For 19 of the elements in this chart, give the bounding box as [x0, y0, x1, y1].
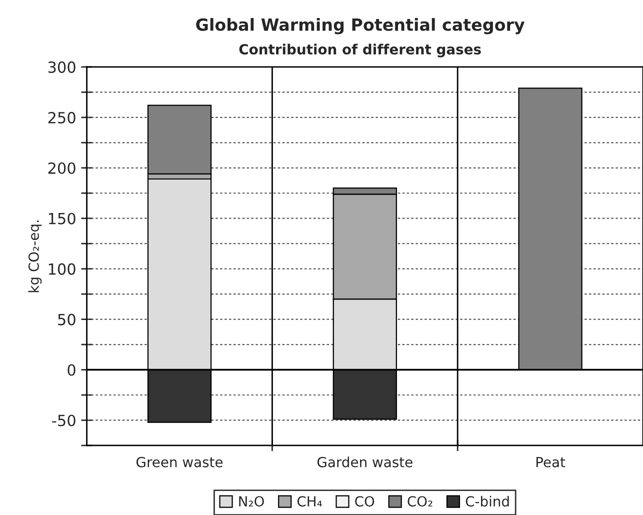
y-tick-label: 250	[48, 112, 76, 124]
y-tick-label: 0	[68, 364, 76, 376]
legend-label: C-bind	[466, 496, 509, 507]
x-tick-label: Garden waste	[317, 456, 412, 468]
legend-label: CH₄	[297, 496, 322, 507]
x-tick-label: Peat	[536, 457, 566, 468]
legend-label: N₂O	[239, 496, 264, 507]
chart-subtitle: Contribution of different gases	[239, 44, 481, 58]
y-tick-label: 100	[48, 263, 76, 275]
y-axis-title: kg CO₂-eq.	[28, 220, 42, 292]
y-tick-label: 300	[48, 61, 76, 73]
legend-label: CO	[355, 496, 374, 507]
x-tick-label: Green waste	[136, 456, 223, 468]
y-tick-label: 50	[58, 314, 76, 326]
y-tick-label: 200	[48, 162, 76, 174]
chart-title: Global Warming Potential category	[196, 18, 525, 34]
y-tick-label: -50	[52, 414, 76, 426]
y-tick-label: 150	[48, 212, 76, 224]
legend-label: CO₂	[408, 496, 432, 507]
